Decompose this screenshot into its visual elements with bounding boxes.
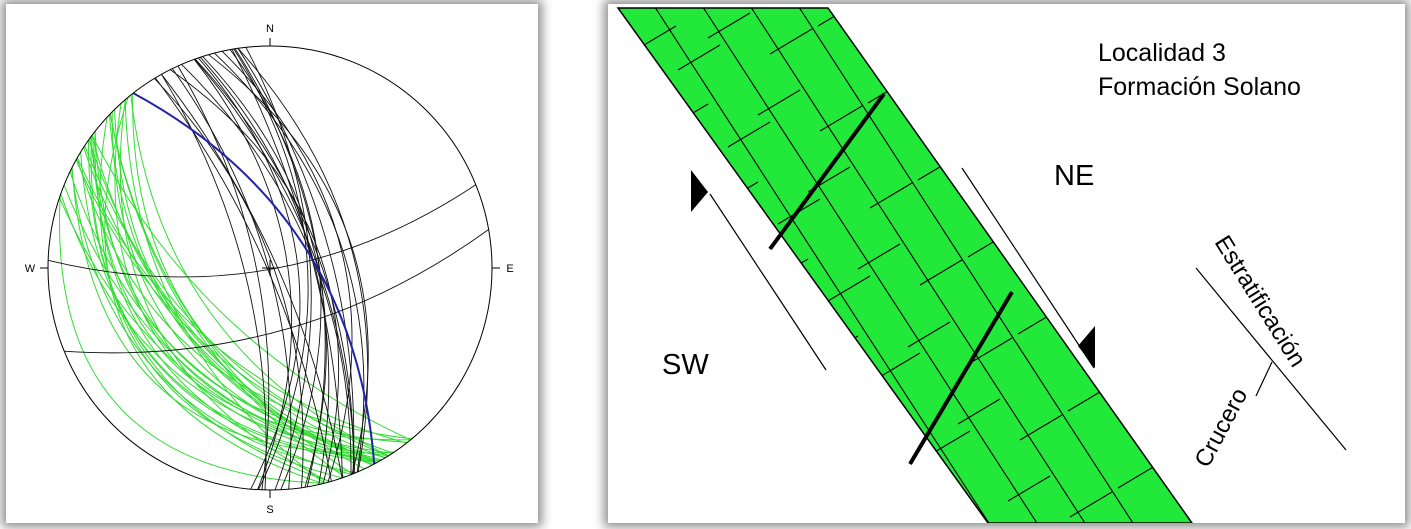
black-great-circle xyxy=(208,54,369,475)
north-label: N xyxy=(266,23,274,35)
stereonet-panel: N S W E xyxy=(6,4,538,523)
bedding-legend-line xyxy=(1195,267,1347,451)
black-great-circle xyxy=(214,52,365,473)
stereonet-svg: N S W E xyxy=(25,23,514,516)
black-great-circle xyxy=(172,68,292,490)
green-great-circle xyxy=(63,184,374,465)
green-great-circle xyxy=(92,134,411,441)
black-great-circle xyxy=(161,74,343,479)
bedding-layer xyxy=(618,8,1192,523)
south-label: S xyxy=(266,504,273,516)
green-great-circle xyxy=(90,137,408,443)
black-great-circle xyxy=(177,65,270,490)
black-great-circle xyxy=(194,58,356,474)
east-label: E xyxy=(506,263,513,275)
cleavage-line-lower xyxy=(908,290,1014,466)
black-great-circle xyxy=(181,64,352,475)
sw-shear-line xyxy=(709,193,827,371)
green-great-circle xyxy=(71,167,395,454)
layer-outline xyxy=(616,7,1193,523)
cleavage-legend-tick xyxy=(1255,361,1273,397)
ne-arrowhead xyxy=(1078,326,1095,368)
ne-label: NE xyxy=(1054,160,1094,192)
title-line2: Formación Solano xyxy=(1098,73,1301,101)
west-label: W xyxy=(25,263,36,275)
black-great-circle xyxy=(199,56,330,485)
cleavage-legend-label: Crucero xyxy=(1189,384,1253,472)
green-great-circle xyxy=(132,93,386,459)
green-great-circle xyxy=(130,94,389,457)
black-great-circle xyxy=(233,48,309,490)
green-great-circle xyxy=(111,111,382,461)
black-great-circle xyxy=(64,229,489,354)
green-great-circle xyxy=(58,195,325,484)
sw-label: SW xyxy=(662,349,709,381)
green-great-circle xyxy=(91,135,378,463)
black-great-circle xyxy=(161,74,267,490)
green-great-circle xyxy=(104,97,324,485)
black-great-circle xyxy=(202,56,327,488)
black-great-circle xyxy=(245,47,312,491)
great-circles xyxy=(47,47,489,491)
green-great-circle xyxy=(109,113,346,478)
cross-section-svg: Localidad 3 Formación Solano NE SW Estra… xyxy=(616,7,1347,523)
sw-arrowhead xyxy=(691,170,708,212)
cross-section-panel: Localidad 3 Formación Solano NE SW Estra… xyxy=(608,4,1405,523)
black-great-circle xyxy=(221,50,353,483)
mean-great-circle xyxy=(132,92,376,465)
green-great-circle xyxy=(91,135,411,441)
black-great-circle xyxy=(154,78,304,488)
black-great-circle xyxy=(197,57,301,490)
ne-shear-line xyxy=(961,167,1095,369)
title-line1: Localidad 3 xyxy=(1098,39,1226,67)
black-great-circle xyxy=(237,48,355,474)
black-great-circle xyxy=(170,69,340,484)
green-great-circle xyxy=(80,151,381,461)
cleavage-line-upper xyxy=(768,92,886,251)
